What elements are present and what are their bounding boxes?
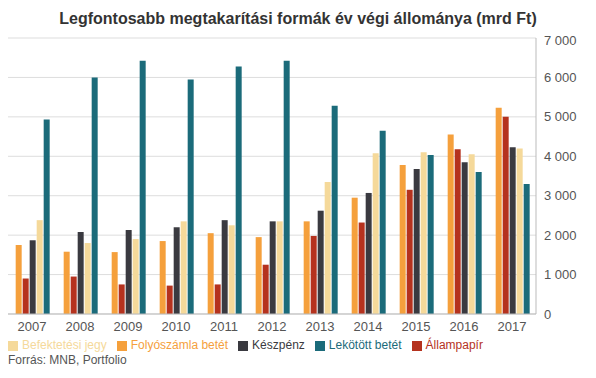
svg-text:5 000: 5 000: [544, 109, 577, 124]
html-text:Forrás: MNB, Portfolio: Forrás: MNB, Portfolio: [8, 353, 127, 367]
html-text:Folyószámla betét: Folyószámla betét: [130, 338, 229, 352]
svg-text:4 000: 4 000: [544, 149, 577, 164]
html-text:Befektetési jegy: Befektetési jegy: [22, 338, 107, 352]
svg-text:1 000: 1 000: [544, 267, 577, 282]
svg-text:2013: 2013: [306, 319, 335, 334]
svg-text:2017: 2017: [498, 319, 527, 334]
html-text:Készpénz: Készpénz: [252, 338, 305, 352]
html-text:Állampapír: Állampapír: [425, 338, 483, 352]
svg-text:2 000: 2 000: [544, 228, 577, 243]
svg-text:7 000: 7 000: [544, 33, 577, 48]
svg-text:2010: 2010: [162, 319, 191, 334]
svg-text:3 000: 3 000: [544, 188, 577, 203]
svg-text:2015: 2015: [402, 319, 431, 334]
svg-text:2011: 2011: [210, 319, 238, 334]
html-text:Lekötött betét: Lekötött betét: [328, 338, 402, 352]
html-text:Legfontosabb megtakarítási for: Legfontosabb megtakarítási formák év vég…: [59, 10, 537, 27]
svg-text:0: 0: [544, 307, 551, 322]
svg-text:2012: 2012: [258, 319, 287, 334]
svg-text:2007: 2007: [18, 319, 47, 334]
svg-text:2014: 2014: [354, 319, 383, 334]
svg-text:2016: 2016: [450, 319, 479, 334]
svg-text:2009: 2009: [114, 319, 143, 334]
svg-text:2008: 2008: [66, 319, 95, 334]
svg-text:6 000: 6 000: [544, 70, 577, 85]
